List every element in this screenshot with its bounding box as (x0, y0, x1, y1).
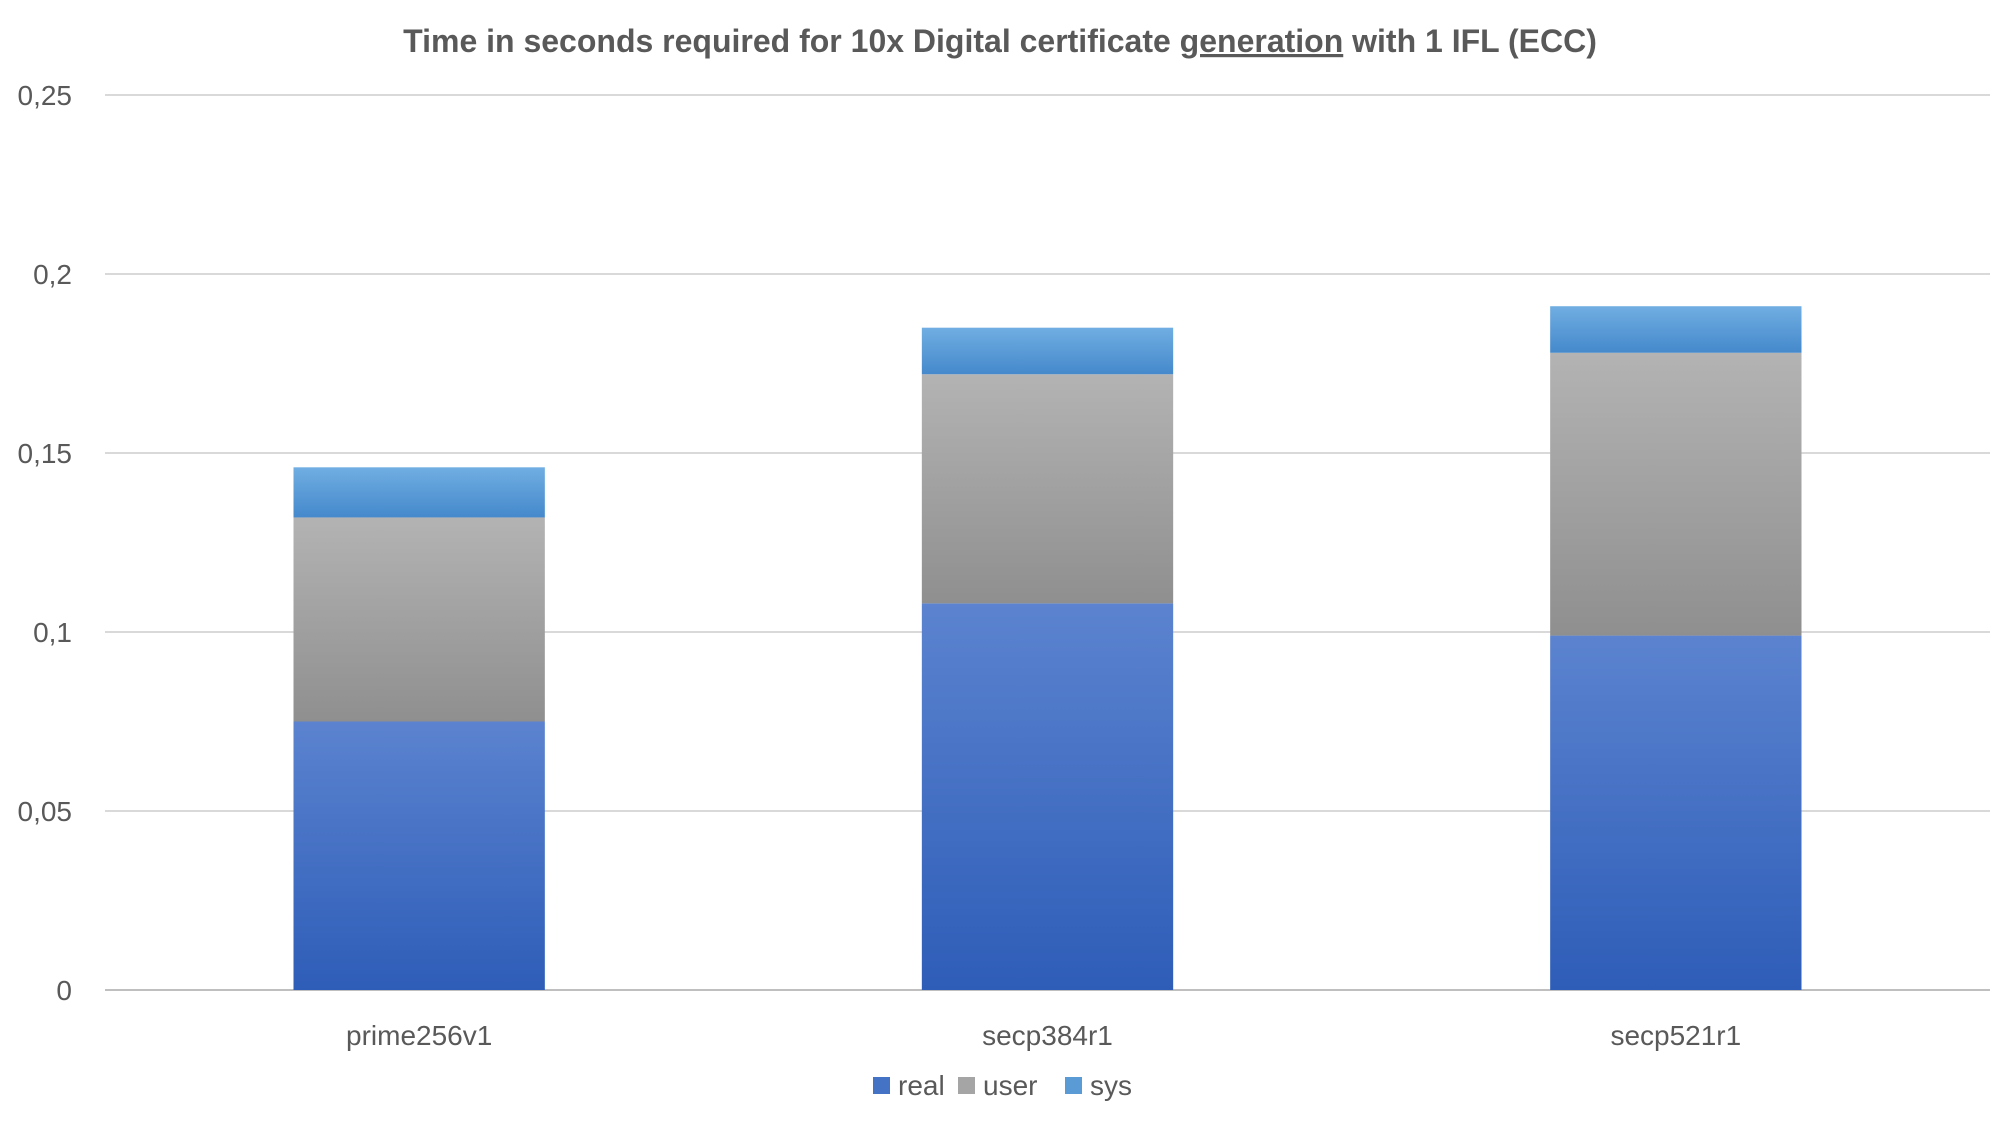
chart-title-part-1: Time in seconds required for 10x Digital… (403, 23, 1180, 59)
bar-sys-secp521r1 (1550, 306, 1802, 353)
x-tick-label: prime256v1 (346, 1020, 492, 1051)
legend-label-user: user (983, 1070, 1037, 1101)
chart-title: Time in seconds required for 10x Digital… (403, 23, 1597, 59)
legend: real user sys (873, 1070, 1132, 1101)
y-tick-label: 0,15 (18, 438, 73, 469)
bar-real-secp384r1 (921, 603, 1174, 990)
bar-sys-secp384r1 (921, 327, 1174, 375)
bar-user-secp521r1 (1550, 352, 1802, 636)
x-tick-label: secp384r1 (982, 1020, 1113, 1051)
x-tick-label: secp521r1 (1610, 1020, 1741, 1051)
y-tick-label: 0,25 (18, 80, 73, 111)
bar-user-secp384r1 (921, 374, 1174, 604)
y-tick-label: 0,2 (33, 259, 72, 290)
y-axis-ticks: 0 0,05 0,1 0,15 0,2 0,25 (18, 80, 73, 1006)
bar-sys-prime256v1 (293, 467, 545, 518)
legend-label-real: real (898, 1070, 945, 1101)
legend-label-sys: sys (1090, 1070, 1132, 1101)
y-tick-label: 0 (56, 975, 72, 1006)
legend-swatch-user (958, 1077, 975, 1094)
x-axis-ticks: prime256v1 secp384r1 secp521r1 (346, 1020, 1741, 1051)
legend-swatch-sys (1065, 1077, 1082, 1094)
bars (293, 306, 1802, 990)
bar-real-prime256v1 (293, 721, 545, 990)
y-tick-label: 0,05 (18, 796, 73, 827)
legend-swatch-real (873, 1077, 890, 1094)
bar-real-secp521r1 (1550, 635, 1802, 990)
chart-title-part-3: with 1 IFL (ECC) (1343, 23, 1597, 59)
chart-title-part-2: generation (1180, 23, 1344, 59)
y-tick-label: 0,1 (33, 617, 72, 648)
bar-user-prime256v1 (293, 517, 545, 722)
